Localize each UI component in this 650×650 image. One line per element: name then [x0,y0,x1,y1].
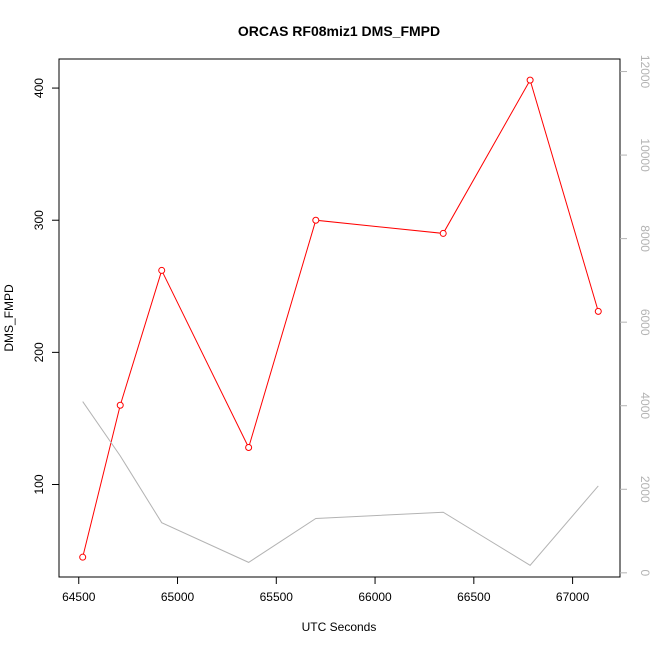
x-tick-label: 66000 [358,590,392,604]
data-point [594,307,602,315]
x-tick-label: 65500 [260,590,294,604]
y-tick-label: 100 [32,474,46,494]
data-point [526,76,534,84]
y2-tick-label: 4000 [638,392,650,419]
data-point [245,444,253,451]
x-tick-label: 65000 [161,590,195,604]
plot-frame [58,58,621,578]
y2-tick-label: 12000 [638,55,650,89]
y2-tick-label: 2000 [638,476,650,503]
x-tick-label: 67000 [556,590,590,604]
y2-tick-label: 6000 [638,309,650,336]
y2-tick-label: 0 [638,569,650,576]
series-layer [79,76,602,566]
series-line-1 [82,401,599,566]
x-axis: 64500 65000 65500 66000 66500 67000 [62,577,590,604]
series-line-0 [82,78,599,558]
y-axis-left: 100 200 300 400 [32,78,59,495]
data-point [116,401,124,409]
data-point [158,266,166,274]
y-tick-label: 400 [32,78,46,98]
x-tick-label: 64500 [62,590,96,604]
chart-title: ORCAS RF08miz1 DMS_FMPD [238,23,440,39]
y-axis-right: 0 2000 4000 6000 8000 10000 12000 [620,55,650,576]
data-point [79,553,87,561]
data-point [312,216,320,224]
y-tick-label: 300 [32,210,46,230]
y-axis-label: DMS_FMPD [2,284,16,352]
data-point [439,229,447,237]
y-tick-label: 200 [32,342,46,362]
y2-tick-label: 10000 [638,138,650,172]
x-axis-label: UTC Seconds [302,620,377,634]
y2-tick-label: 8000 [638,225,650,252]
x-tick-label: 66500 [457,590,491,604]
